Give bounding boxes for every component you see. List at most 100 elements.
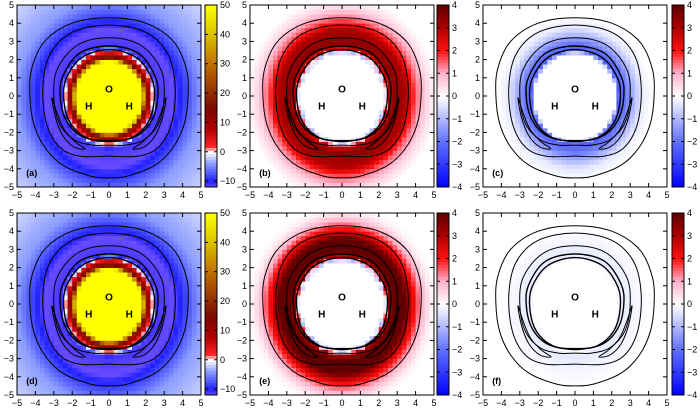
heatmap-cell [557, 64, 562, 69]
heatmap-cell [639, 132, 644, 137]
heatmap-cell [86, 123, 91, 128]
heatmap-cell [291, 178, 296, 183]
heatmap-cell [183, 87, 188, 92]
heatmap-cell [26, 123, 31, 128]
heatmap-cell [178, 155, 183, 160]
heatmap-cell [301, 14, 306, 19]
heatmap-cell [264, 37, 269, 42]
heatmap-cell [68, 110, 73, 115]
heatmap-cell [319, 32, 324, 37]
heatmap-cell [626, 164, 631, 169]
heatmap-cell [45, 155, 50, 160]
heatmap-cell [310, 64, 315, 69]
heatmap-cell [337, 73, 342, 78]
heatmap-cell [45, 105, 50, 110]
heatmap-cell [511, 132, 516, 137]
heatmap-cell [515, 169, 520, 174]
heatmap-cell [402, 160, 407, 165]
heatmap-cell [342, 160, 347, 165]
heatmap-cell [296, 46, 301, 51]
heatmap-cell [164, 14, 169, 19]
heatmap-cell [22, 155, 27, 160]
heatmap-cell [114, 55, 119, 60]
heatmap-cell [58, 169, 63, 174]
heatmap-cell [192, 82, 197, 87]
heatmap-cell [425, 28, 430, 33]
heatmap-cell [91, 169, 96, 174]
heatmap-cell [379, 173, 384, 178]
heatmap-cell [644, 10, 649, 15]
heatmap-cell [296, 28, 301, 33]
heatmap-cell [534, 146, 539, 151]
heatmap-cell [351, 60, 356, 65]
heatmap-cell [356, 73, 361, 78]
heatmap-cell [543, 119, 548, 124]
heatmap-cell [411, 105, 416, 110]
heatmap-cell [314, 91, 319, 96]
heatmap-cell [402, 46, 407, 51]
heatmap [17, 5, 201, 187]
heatmap-cell [104, 119, 109, 124]
heatmap-cell [370, 173, 375, 178]
heatmap-cell [287, 37, 292, 42]
heatmap-cell [402, 5, 407, 10]
heatmap-cell [607, 91, 612, 96]
heatmap-cell [635, 14, 640, 19]
heatmap-cell [173, 32, 178, 37]
heatmap-cell [109, 64, 114, 69]
heatmap-cell [561, 19, 566, 24]
heatmap-cell [630, 41, 635, 46]
heatmap-cell [584, 69, 589, 74]
heatmap-cell [589, 155, 594, 160]
y-tick-label: 1 [9, 73, 14, 83]
heatmap-cell [127, 178, 132, 183]
heatmap-cell [603, 69, 608, 74]
heatmap-cell [160, 164, 165, 169]
heatmap-cell [593, 114, 598, 119]
heatmap-cell [81, 114, 86, 119]
heatmap-cell [160, 51, 165, 56]
heatmap-cell [26, 60, 31, 65]
heatmap-cell [255, 142, 260, 147]
heatmap-cell [45, 46, 50, 51]
colorbar-segment [205, 117, 217, 120]
heatmap-cell [45, 101, 50, 106]
heatmap-cell [141, 23, 146, 28]
heatmap-cell [383, 178, 388, 183]
heatmap-cell [63, 169, 68, 174]
heatmap-cell [268, 96, 273, 101]
heatmap-cell [593, 5, 598, 10]
heatmap-cell [635, 73, 640, 78]
heatmap-cell [520, 55, 525, 60]
heatmap-cell [127, 64, 132, 69]
heatmap-cell [310, 37, 315, 42]
heatmap-cell [72, 14, 77, 19]
heatmap-cell [379, 160, 384, 165]
heatmap-cell [282, 55, 287, 60]
heatmap-cell [328, 164, 333, 169]
heatmap-cell [100, 96, 105, 101]
heatmap-cell [17, 78, 22, 83]
heatmap-cell [118, 123, 123, 128]
heatmap-cell [109, 160, 114, 165]
heatmap-cell [278, 41, 283, 46]
heatmap-cell [649, 96, 654, 101]
heatmap-cell [264, 142, 269, 147]
heatmap-cell [603, 173, 608, 178]
heatmap [483, 5, 667, 187]
heatmap-cell [360, 60, 365, 65]
heatmap-cell [291, 151, 296, 156]
heatmap-cell [501, 32, 506, 37]
heatmap-cell [406, 51, 411, 56]
y-tick-label: −4 [237, 164, 247, 174]
heatmap-cell [123, 123, 128, 128]
heatmap-cell [420, 28, 425, 33]
heatmap-cell [561, 151, 566, 156]
x-tick-label: 4 [180, 190, 185, 200]
heatmap-cell [132, 87, 137, 92]
heatmap-cell [603, 160, 608, 165]
heatmap-cell [173, 128, 178, 133]
heatmap-cell [100, 73, 105, 78]
heatmap-cell [603, 46, 608, 51]
heatmap-cell [104, 101, 109, 106]
